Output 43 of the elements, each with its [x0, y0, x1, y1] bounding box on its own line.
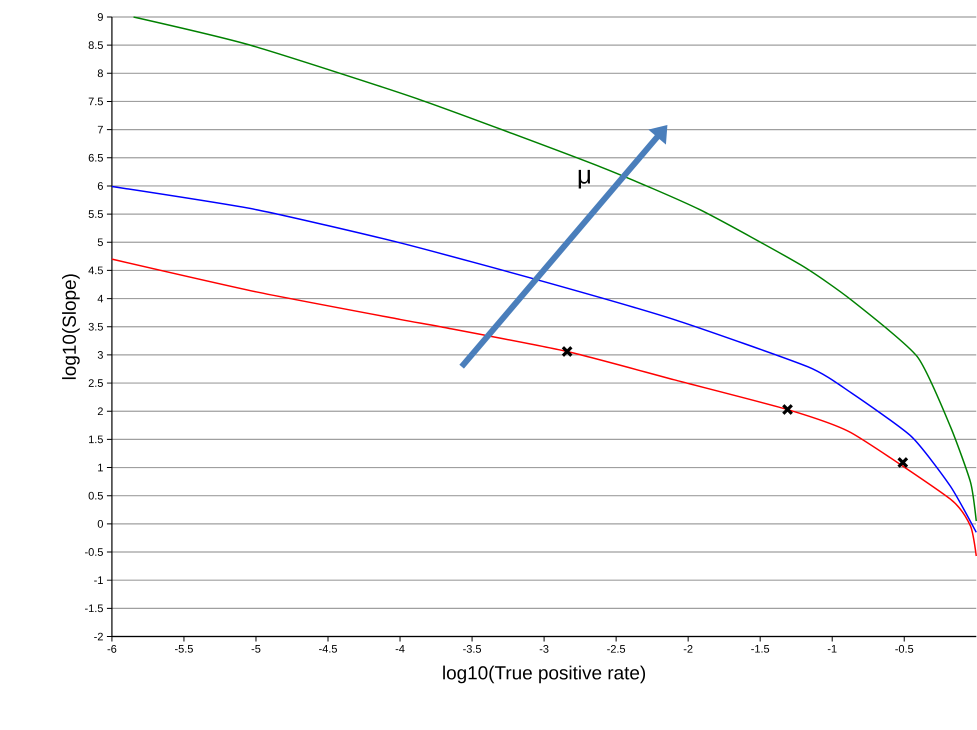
y-tick-label: 7: [98, 126, 103, 134]
point: [896, 456, 909, 468]
y-tick-label: -1.5: [85, 604, 103, 612]
y-tick-label: 8.5: [88, 41, 103, 49]
x-tick-label: -4.5: [319, 644, 337, 652]
y-tick-label: 4: [98, 294, 104, 302]
y-tick-label: 4.5: [88, 266, 103, 274]
y-tick-label: 5.5: [88, 210, 103, 218]
point: [782, 403, 794, 416]
y-tick-label: 3: [98, 350, 103, 359]
y-tick-label: 1.5: [89, 435, 103, 443]
x-tick-label: -0.5: [895, 644, 914, 653]
x-tick-label: -2: [684, 644, 692, 652]
x-tick-label: -4: [396, 644, 405, 652]
y-tick-label: 5: [98, 238, 103, 246]
y-tick-label: 9: [98, 12, 103, 21]
x-tick-label: -1: [828, 644, 837, 652]
y-tick-label: 0.5: [88, 492, 103, 500]
annotation: μ: [578, 170, 590, 188]
x-tick-label: -6: [108, 644, 116, 653]
y-tick-label: -1: [94, 576, 103, 584]
y-tick-label: 8: [98, 69, 103, 77]
x-tick-label: -5: [252, 644, 260, 652]
y-tick-label: 6.5: [88, 154, 103, 162]
y-tick-label: 1: [98, 464, 103, 472]
x-tick-label: -3: [540, 644, 548, 653]
x-tick-label: -1.5: [751, 644, 770, 652]
y-tick-label: 2: [98, 407, 103, 415]
x-axis-title: log10(True positive rate): [443, 665, 646, 684]
y-axis-title: log10(Slope): [62, 274, 80, 379]
line-series: [132, 16, 977, 522]
y-tick-label: -0.5: [85, 548, 103, 556]
y-tick-label: 0: [98, 520, 103, 528]
y-tick-label: -2: [94, 632, 103, 640]
y-tick-label: 6: [98, 182, 103, 190]
line-series: [111, 258, 977, 556]
y-tick-label: 3.5: [88, 322, 103, 330]
x-tick-label: -2.5: [607, 644, 626, 653]
y-tick-label: 7.5: [88, 97, 103, 106]
point: [561, 345, 573, 358]
y-tick-label: 2.5: [88, 378, 103, 387]
x-tick-label: -5.5: [175, 644, 193, 652]
x-tick-label: -3.5: [463, 644, 482, 653]
